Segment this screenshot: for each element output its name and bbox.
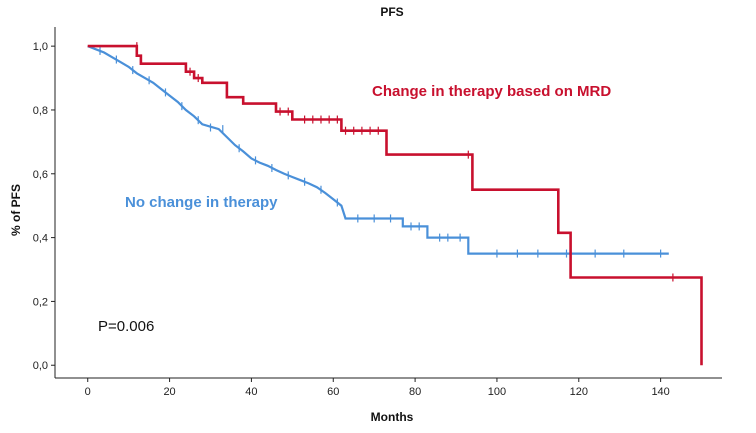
axes: 0 20 40 60 80 100 120 140 0,0 0,2 0,4 0,6 0,8 1,0 — [33, 27, 722, 398]
series-line-mrd — [87, 44, 703, 366]
y-tick-label: 0,6 — [33, 169, 48, 181]
series-label-mrd: Change in therapy based on MRD — [372, 83, 611, 100]
y-axis-title: % of PFS — [9, 184, 23, 236]
x-tick-label: 140 — [651, 386, 669, 398]
x-tick-label: 120 — [570, 386, 588, 398]
series-layer — [87, 42, 703, 366]
x-tick-label: 40 — [245, 386, 257, 398]
p-value-annotation: P=0.006 — [98, 318, 154, 335]
y-tick-label: 0,4 — [33, 233, 48, 245]
x-tick-label: 0 — [85, 386, 91, 398]
chart-title: PFS — [380, 5, 403, 19]
y-tick-label: 1,0 — [33, 41, 48, 53]
x-tick-label: 60 — [327, 386, 339, 398]
y-tick-label: 0,8 — [33, 105, 48, 117]
series-label-no-change: No change in therapy — [125, 194, 278, 211]
y-tick-label: 0,2 — [33, 296, 48, 308]
x-axis-title: Months — [371, 410, 414, 424]
y-tick-label: 0,0 — [33, 360, 48, 372]
x-tick-label: 80 — [409, 386, 421, 398]
x-tick-label: 100 — [488, 386, 506, 398]
series-line-no-change — [87, 45, 669, 255]
x-tick-label: 20 — [163, 386, 175, 398]
